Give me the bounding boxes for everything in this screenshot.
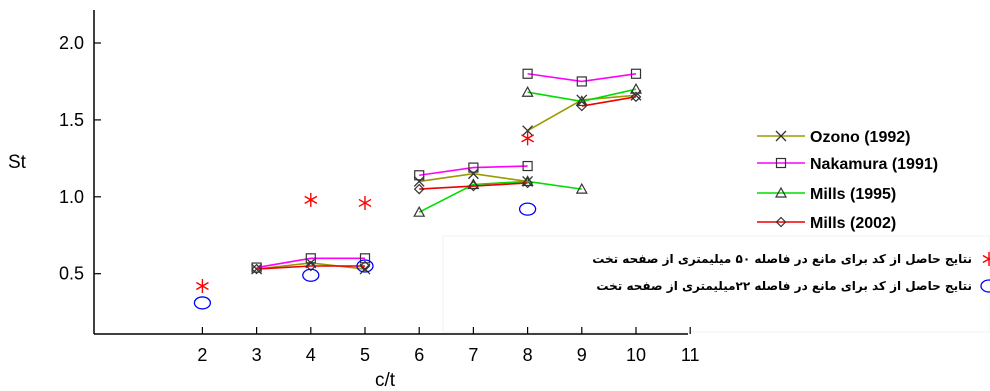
data-point	[521, 85, 534, 97]
data-point	[356, 259, 374, 273]
x-tick-label: 6	[414, 345, 424, 365]
series-line	[418, 180, 582, 213]
series-line	[256, 257, 365, 269]
data-point	[302, 268, 320, 282]
data-point	[414, 170, 425, 181]
x-tick-label: 9	[577, 345, 587, 365]
legend-marker	[775, 130, 787, 142]
data-point	[630, 91, 642, 103]
data-point	[522, 160, 533, 172]
data-point	[304, 192, 318, 207]
data-point	[195, 279, 209, 294]
data-point	[251, 262, 262, 273]
data-point	[522, 177, 533, 189]
x-tick-label: 3	[252, 345, 262, 365]
data-point	[359, 260, 371, 272]
legend-box	[442, 235, 990, 333]
data-point	[467, 168, 479, 180]
legend-item: Ozono (1992)	[757, 129, 910, 146]
series-line	[527, 72, 637, 83]
legend-label: Mills (2002)	[810, 215, 896, 232]
x-tick-label: 11	[681, 345, 700, 365]
data-point	[630, 68, 642, 79]
series-3	[251, 91, 642, 275]
series-1	[251, 68, 642, 273]
series-line	[256, 265, 365, 270]
data-point	[522, 68, 533, 79]
y-tick-label: 0.5	[59, 264, 84, 284]
x-tick-label: 8	[523, 345, 533, 365]
data-point	[358, 195, 372, 210]
data-point	[521, 131, 535, 146]
legend-item: Nakamura (1991)	[757, 156, 938, 173]
series-line	[581, 96, 637, 107]
y-tick-label: 2.0	[59, 33, 84, 53]
y-axis-label: St	[8, 152, 27, 173]
y-tick-label: 1.0	[59, 187, 84, 207]
legend-item: Mills (2002)	[757, 215, 896, 232]
legend-label: نتایج حاصل از کد برای مانع در فاصله ۵۰ م…	[592, 252, 972, 266]
legend-label: Mills (1995)	[810, 186, 896, 203]
legend-marker	[980, 279, 990, 293]
x-tick-label: 2	[197, 345, 207, 365]
data-point	[359, 253, 371, 264]
legend-marker	[982, 252, 990, 266]
data-point	[468, 180, 479, 192]
series-5	[193, 202, 537, 310]
data-point	[413, 205, 426, 217]
data-point	[518, 202, 537, 216]
data-point	[305, 260, 317, 272]
data-point	[251, 263, 262, 275]
data-point	[413, 175, 425, 187]
data-point	[305, 253, 316, 264]
data-point	[193, 296, 212, 310]
legend-item: Mills (1995)	[757, 186, 896, 203]
data-point	[576, 76, 587, 87]
data-point	[522, 125, 534, 137]
data-point	[413, 183, 425, 195]
legend-item: نتایج حاصل از کد برای مانع در فاصله ۲۲می…	[596, 279, 990, 293]
legend-item: نتایج حاصل از کد برای مانع در فاصله ۵۰ م…	[592, 252, 990, 266]
x-axis-label: c/t	[375, 370, 396, 391]
legend-marker	[775, 157, 787, 169]
legend-marker	[774, 186, 788, 198]
series-4	[195, 131, 535, 294]
legend-label: Nakamura (1991)	[810, 156, 938, 173]
x-tick-label: 7	[468, 345, 478, 365]
data-point	[468, 162, 479, 173]
x-tick-label: 5	[360, 345, 370, 365]
series-2	[413, 82, 643, 217]
x-tick-label: 10	[626, 345, 646, 365]
data-point	[576, 100, 588, 112]
legend-label: نتایج حاصل از کد برای مانع در فاصله ۲۲می…	[596, 279, 972, 293]
series-line	[419, 165, 528, 177]
legend-label: Ozono (1992)	[810, 129, 910, 146]
legend-marker	[775, 216, 787, 228]
y-tick-label: 1.5	[59, 110, 84, 130]
series-line	[419, 182, 528, 190]
x-tick-label: 4	[306, 345, 316, 365]
data-point	[575, 182, 588, 194]
